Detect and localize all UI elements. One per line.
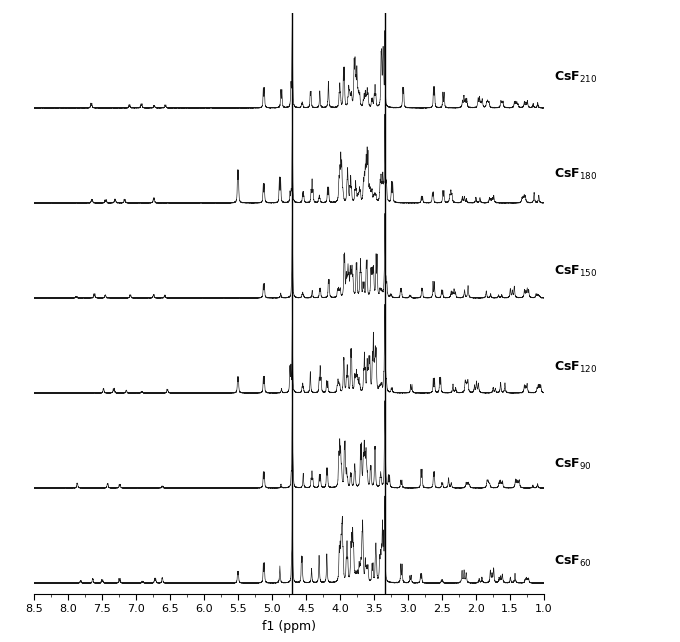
Text: CsF$_{60}$: CsF$_{60}$: [554, 554, 592, 569]
X-axis label: f1 (ppm): f1 (ppm): [262, 620, 316, 633]
Text: CsF$_{210}$: CsF$_{210}$: [554, 70, 598, 85]
Text: CsF$_{90}$: CsF$_{90}$: [554, 457, 592, 473]
Text: CsF$_{120}$: CsF$_{120}$: [554, 360, 598, 376]
Text: CsF$_{150}$: CsF$_{150}$: [554, 263, 598, 279]
Text: CsF$_{180}$: CsF$_{180}$: [554, 167, 598, 182]
